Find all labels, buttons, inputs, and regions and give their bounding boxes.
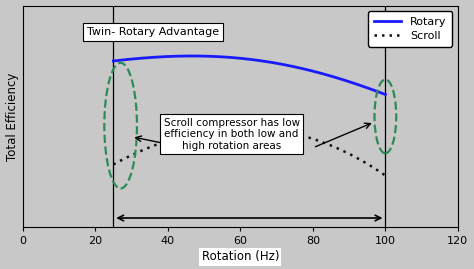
X-axis label: Rotation (Hz): Rotation (Hz) (201, 250, 279, 263)
Y-axis label: Total Efficiency: Total Efficiency (6, 72, 18, 161)
Legend: Rotary, Scroll: Rotary, Scroll (368, 11, 452, 47)
Text: Twin- Rotary Advantage: Twin- Rotary Advantage (87, 27, 219, 37)
Text: Scroll compressor has low
efficiency in both low and
high rotation areas: Scroll compressor has low efficiency in … (164, 118, 300, 151)
